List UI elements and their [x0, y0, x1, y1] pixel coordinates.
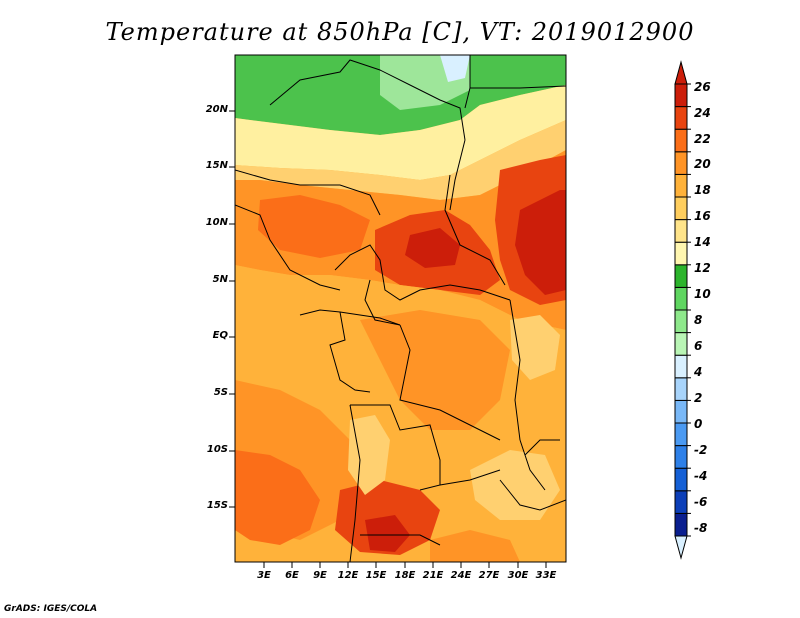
colorbar-swatch: [674, 151, 688, 175]
colorbar-swatch: [674, 354, 688, 379]
lon-label-3e: 3E: [257, 570, 271, 581]
colorbar-label: 10: [694, 287, 711, 301]
colorbar-label: 4: [694, 365, 703, 379]
lat-ticks: [229, 110, 235, 508]
colorbar-swatch: [674, 309, 688, 334]
colorbar-swatch: [674, 332, 688, 356]
colorbar-swatch: [674, 106, 688, 130]
colorbar-swatch: [674, 512, 688, 537]
lat-label-20n: 20N: [205, 104, 228, 115]
lon-label-18e: 18E: [394, 570, 416, 581]
lon-ticks: [263, 562, 547, 568]
colorbar-label: 18: [694, 183, 711, 197]
lon-label-30e: 30E: [507, 570, 529, 581]
country-borders: [235, 55, 566, 562]
colorbar-label: 2: [694, 391, 703, 405]
south-dark-red: [365, 515, 410, 552]
lon-label-33e: 33E: [535, 570, 557, 581]
colorbar-swatch: [674, 422, 688, 447]
lat-label-10s: 10S: [206, 444, 228, 455]
colorbar-label: 20: [694, 157, 711, 171]
yellow-orange-band: [235, 120, 566, 200]
colorbar-swatch: [674, 128, 688, 153]
lat-label-10n: 10N: [205, 217, 228, 228]
colorbar-label: -4: [694, 469, 708, 483]
lon-label-24e: 24E: [450, 570, 472, 581]
colorbar-label: 12: [694, 261, 711, 275]
lat-label-15n: 15N: [205, 160, 228, 171]
lon-label-9e: 9E: [313, 570, 327, 581]
temperature-field: [235, 55, 566, 562]
colorbar-label: 14: [694, 235, 711, 249]
colorbar-label: 6: [694, 339, 703, 353]
colorbar-label: 0: [694, 417, 703, 431]
lat-label-5s: 5S: [213, 387, 228, 398]
colorbar-swatch: [674, 377, 688, 401]
colorbar-swatch: [674, 173, 688, 198]
lat-label-eq: EQ: [212, 330, 228, 341]
colorbar-swatch: [674, 445, 688, 469]
colorbar-label: -8: [694, 521, 708, 535]
colorbar-swatch: [674, 490, 688, 514]
se-orange: [430, 530, 520, 562]
dark-red-east: [515, 190, 566, 295]
lat-label-15s: 15S: [206, 500, 228, 511]
sw-dark-orange: [235, 450, 320, 545]
colorbar-label: -6: [694, 495, 708, 509]
colorbar-swatch: [674, 286, 688, 311]
colorbar-swatch: [674, 467, 688, 492]
grads-credit: GrADS: IGES/COLA: [4, 604, 98, 614]
colorbar-top-arrow: [674, 60, 688, 85]
se-yellow: [470, 450, 560, 520]
lat-label-5n: 5N: [212, 274, 228, 285]
lon-label-6e: 6E: [285, 570, 299, 581]
lon-label-12e: 12E: [337, 570, 359, 581]
east-highland-yellow: [510, 315, 560, 380]
lon-label-21e: 21E: [422, 570, 444, 581]
colorbar-swatch: [674, 219, 688, 243]
orange-dark-west: [258, 195, 370, 258]
lon-label-15e: 15E: [365, 570, 387, 581]
colorbar-label: -2: [694, 443, 708, 457]
colorbar-label: 24: [694, 106, 711, 120]
colorbar-label: 8: [694, 313, 703, 327]
colorbar-swatch: [674, 196, 688, 221]
colorbar-label: 26: [694, 80, 711, 94]
colorbar-label: 22: [694, 132, 711, 146]
colorbar-swatch: [674, 399, 688, 424]
map-frame: [234, 54, 567, 563]
map-title: Temperature at 850hPa [C], VT: 201901290…: [105, 18, 695, 46]
cyan-patch: [440, 55, 470, 82]
colorbar-swatch: [674, 83, 688, 108]
dark-red-west: [405, 228, 460, 268]
central-orange-patch: [360, 310, 510, 430]
colorbar: [674, 60, 691, 560]
lon-label-27e: 27E: [478, 570, 500, 581]
colorbar-swatch: [674, 241, 688, 266]
colorbar-swatch: [674, 264, 688, 288]
yellow-band: [235, 85, 566, 180]
colorbar-bottom-arrow: [674, 535, 688, 560]
colorbar-label: 16: [694, 209, 711, 223]
